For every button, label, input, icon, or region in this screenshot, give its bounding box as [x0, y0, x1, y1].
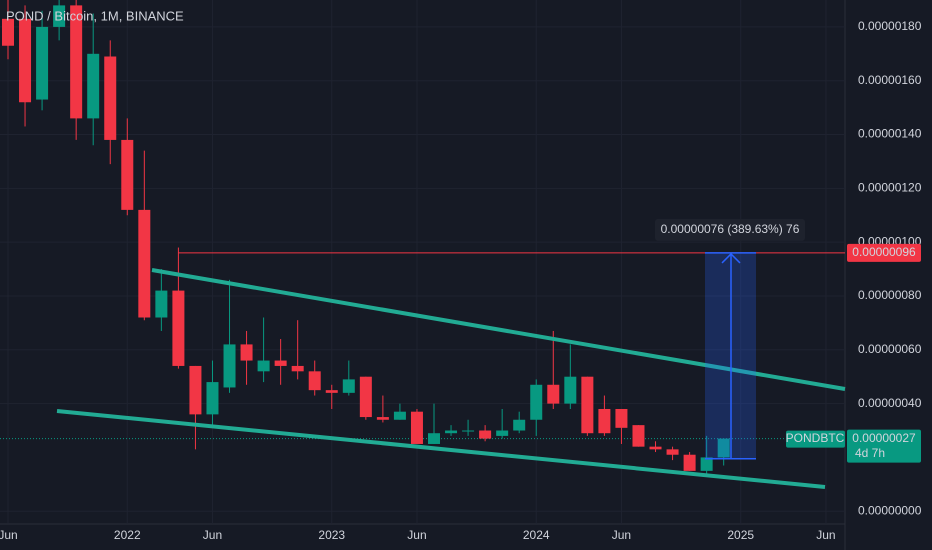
y-tick-label: 0.00000180 [858, 19, 922, 33]
measure-label: 0.00000076 (389.63%) 76 [661, 222, 800, 236]
candle-body [121, 139, 134, 210]
upper-trendline [151, 268, 846, 391]
candle-body [410, 411, 423, 444]
lower-trendline [56, 409, 826, 489]
candle-body [308, 371, 321, 391]
y-tick-label: 0.00000060 [858, 342, 922, 356]
candle-body [359, 376, 372, 418]
y-tick-label: 0.00000140 [858, 127, 922, 141]
candle-body [19, 18, 32, 103]
candle-body [649, 446, 662, 450]
candle-body [598, 408, 611, 434]
candles [2, 0, 730, 477]
candle-body [223, 344, 236, 388]
x-tick-label: 2024 [523, 528, 550, 542]
candle-body [87, 53, 100, 119]
y-tick-label: 0.00000040 [858, 396, 922, 410]
countdown-label: 4d 7h [855, 446, 885, 460]
candle-body [206, 382, 219, 415]
candle-body [70, 5, 83, 119]
overlay: 0.00000000 0.00000040 0.00000060 0.00000080… [0, 19, 922, 542]
price-line-tag [847, 243, 921, 262]
last-price-label: 0.00000027 [852, 431, 916, 445]
symbol-tag [786, 430, 845, 448]
x-tick-label: 2025 [727, 528, 754, 542]
candle-body [632, 425, 645, 447]
candle-body [683, 454, 696, 471]
measure-arrowhead [721, 252, 741, 264]
price-line-label: 0.00000096 [852, 245, 916, 259]
candle-body [36, 26, 49, 100]
candle-body [342, 379, 355, 393]
candle-body [428, 433, 440, 444]
candle-body [2, 18, 14, 46]
candle-body [393, 411, 406, 420]
y-tick-label: 0.00000120 [858, 181, 922, 195]
y-tick-label: 0.00000000 [858, 503, 922, 517]
x-tick-label: 2023 [318, 528, 345, 542]
x-tick-label: 2022 [114, 528, 141, 542]
chart-title: POND / Bitcoin, 1M, BINANCE [6, 8, 184, 23]
candle-body [666, 449, 679, 455]
candle-body [240, 344, 253, 361]
candle-body [479, 430, 492, 439]
measure-label-box [655, 218, 805, 241]
x-tick-label: Jun [407, 528, 426, 542]
x-tick-label: Jun [612, 528, 631, 542]
candle-body [581, 376, 594, 434]
candle-body [104, 56, 117, 140]
y-tick-label: 0.00000080 [858, 288, 922, 302]
candle-body [257, 360, 270, 372]
candle-body [564, 376, 577, 404]
candle-body [496, 430, 509, 436]
candle-body [189, 365, 202, 415]
candle-body [462, 430, 475, 432]
candle-body [172, 290, 185, 366]
y-tick-label: 0.00000160 [858, 73, 922, 87]
candle-body [547, 384, 560, 404]
candle-body [274, 360, 287, 366]
candle-body [376, 417, 389, 420]
candle-body [325, 390, 338, 393]
symbol-label: PONDBTC [786, 431, 845, 445]
candle-body [700, 457, 713, 471]
candle-body [717, 438, 730, 458]
candle-body [291, 365, 304, 372]
last-price-tag [847, 429, 921, 463]
candle-body [615, 408, 628, 428]
candle-body [53, 5, 66, 27]
x-tick-label: Jun [203, 528, 222, 542]
candle-body [445, 430, 458, 434]
candle-body [513, 419, 526, 431]
candle-body [138, 209, 151, 318]
candle-body [155, 290, 168, 318]
x-tick-label: Jun [816, 528, 835, 542]
candle-body [530, 384, 543, 420]
x-tick-label: Jun [0, 528, 18, 542]
